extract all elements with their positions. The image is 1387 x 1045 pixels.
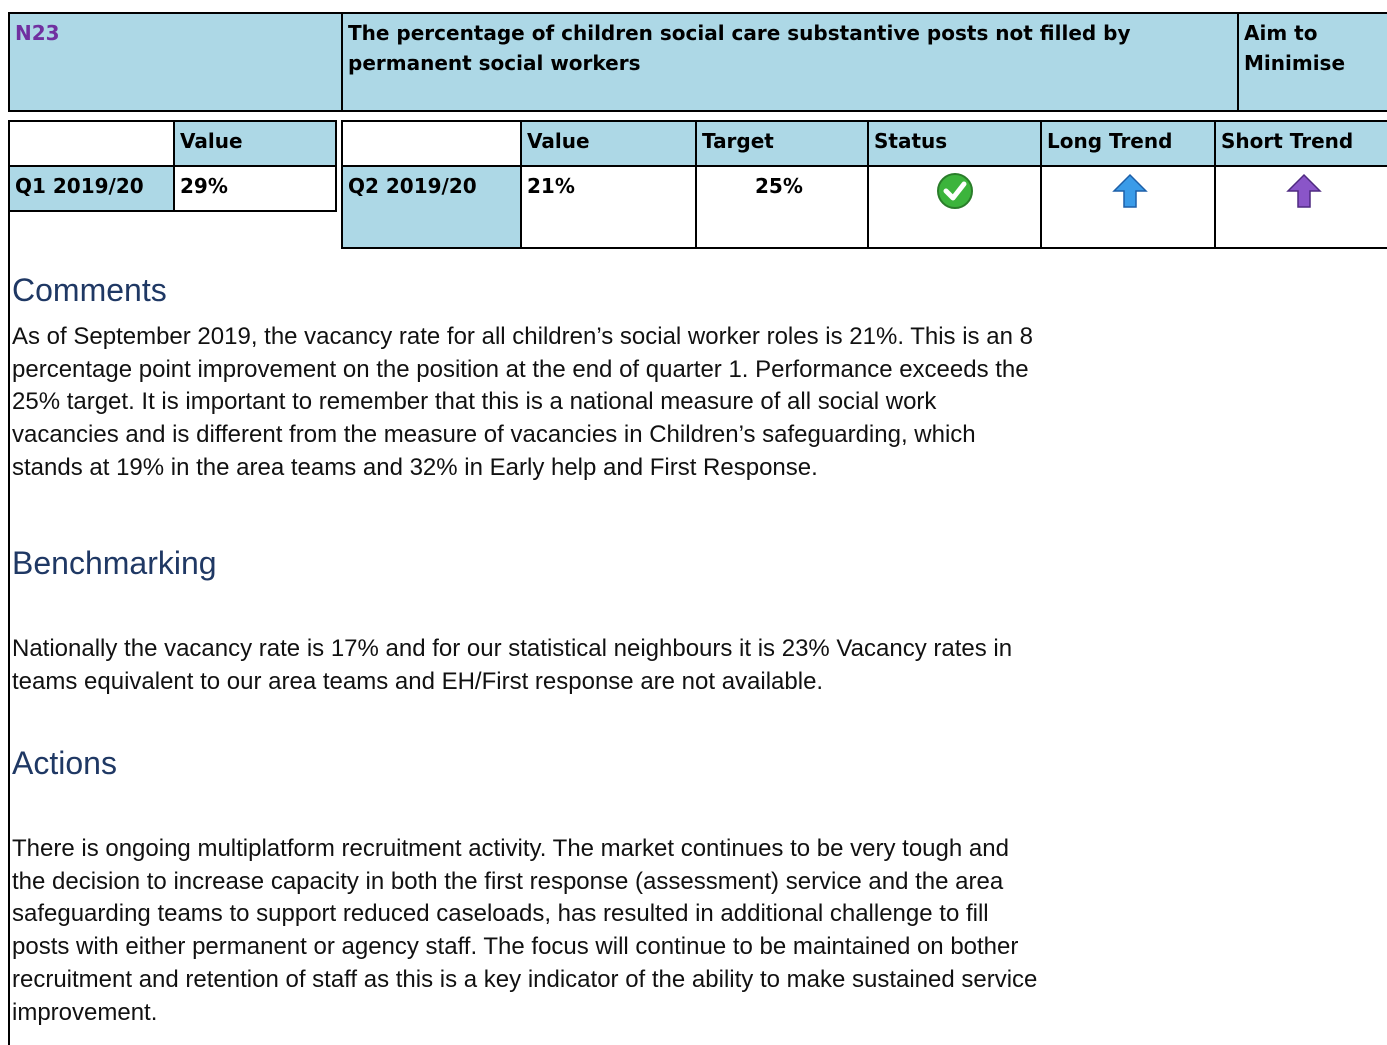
up-arrow-purple: [1286, 173, 1322, 208]
short-trend-cell: [1214, 165, 1387, 249]
body-line: As of September 2019, the vacancy rate f…: [12, 323, 1033, 350]
long-trend-cell: [1040, 165, 1216, 249]
body-line: safeguarding teams to support reduced ca…: [12, 900, 989, 928]
value: 21%: [520, 165, 697, 249]
section-heading: Benchmarking: [12, 545, 217, 581]
body-line: There is ongoing multiplatform recruitme…: [12, 835, 1009, 862]
value: 29%: [173, 165, 337, 212]
empty-header: [8, 120, 175, 167]
section-heading: Comments: [12, 272, 167, 308]
body-line: recruitment and retention of staff as th…: [12, 965, 1038, 993]
column-header: Long Trend: [1040, 120, 1216, 167]
body-line: Nationally the vacancy rate is 17% and f…: [12, 635, 1013, 662]
body-line: vacancies and is different from the meas…: [12, 421, 976, 449]
body-line: stands at 19% in the area teams and 32% …: [12, 453, 818, 481]
up-arrow-blue: [1112, 173, 1148, 208]
column-header: Target: [695, 120, 869, 167]
body-line: 25% target. It is important to remember …: [12, 388, 937, 416]
status-cell: [867, 165, 1042, 249]
body-line: posts with either permanent or agency st…: [12, 933, 1019, 961]
kpi-aim: Aim to Minimise: [1237, 12, 1387, 112]
column-header: Value: [173, 120, 337, 167]
border: [8, 210, 10, 260]
body-line: percentage point improvement on the posi…: [12, 355, 1029, 383]
column-header: Value: [520, 120, 697, 167]
period: Q2 2019/20: [341, 165, 522, 249]
target: 25%: [695, 165, 869, 249]
body-line: the decision to increase capacity in bot…: [12, 867, 1004, 895]
column-header: Short Trend: [1214, 120, 1387, 167]
kpi-title: The percentage of children social care s…: [341, 12, 1239, 112]
status-icon: [937, 173, 973, 209]
body-line: teams equivalent to our area teams and E…: [12, 667, 824, 695]
period: Q1 2019/20: [8, 165, 175, 212]
section-heading: Actions: [12, 745, 117, 781]
left-border: [8, 258, 10, 1045]
body-line: improvement.: [12, 998, 158, 1026]
kpi-code: N23: [8, 12, 343, 112]
column-header: Status: [867, 120, 1042, 167]
empty-header: [341, 120, 522, 167]
